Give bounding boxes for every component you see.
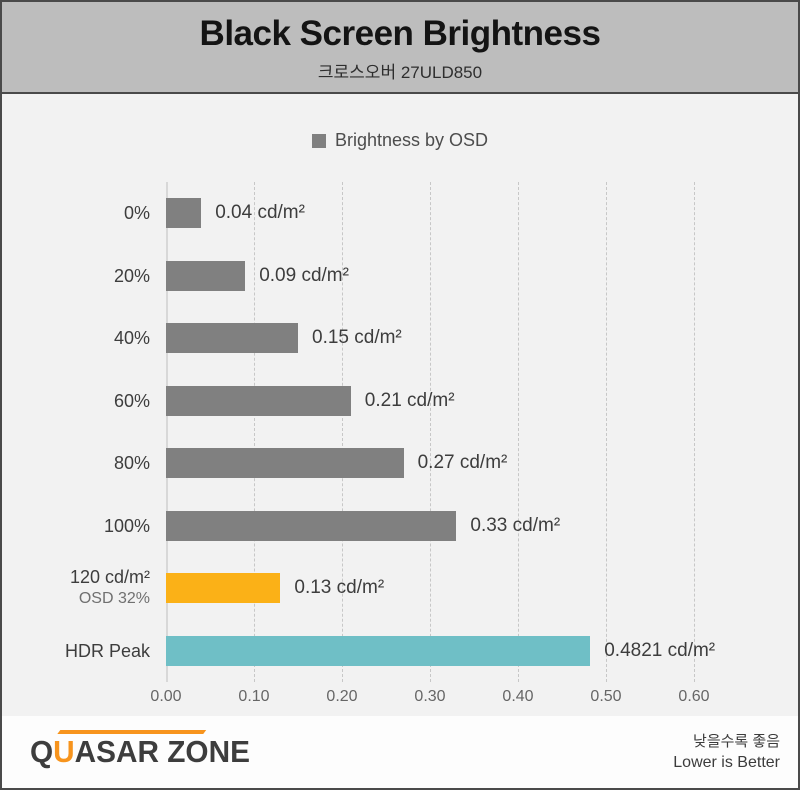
x-tick-label: 0.60 <box>678 688 710 705</box>
x-tick-label: 0.10 <box>238 688 270 705</box>
chart-row: 40% 0.15 cd/m² <box>2 307 798 370</box>
gridline <box>254 182 255 682</box>
legend: Brightness by OSD <box>2 130 798 151</box>
bar-value-label: 0.4821 cd/m² <box>604 639 716 661</box>
note-korean: 낮을수록 좋음 <box>693 733 780 750</box>
legend-label: Brightness by OSD <box>334 130 489 150</box>
bar <box>166 198 202 229</box>
bar-value-label: 0.04 cd/m² <box>215 202 305 224</box>
bar <box>166 448 404 479</box>
bar <box>166 385 351 416</box>
bar-value-label: 0.13 cd/m² <box>294 577 385 599</box>
logo-swoosh-icon <box>57 730 207 734</box>
x-tick-label: 0.40 <box>502 688 534 705</box>
logo-letter-q: Q <box>30 734 54 769</box>
axis-baseline <box>166 182 168 682</box>
category-label: 60% <box>113 390 150 411</box>
chart-row: HDR Peak 0.4821 cd/m² <box>2 620 798 683</box>
category-label: 20% <box>113 265 150 286</box>
bar <box>166 573 281 604</box>
category-label: 120 cd/m² OSD 32% <box>69 567 150 608</box>
note-english: Lower is Better <box>673 754 780 771</box>
footer: QUASAR ZONE 낮을수록 좋음 Lower is Better <box>2 716 798 788</box>
gridline <box>342 182 343 682</box>
bar-rows: 0% 0.04 cd/m² 20% 0.09 cd/m² 40% 0.15 cd/m² 60… <box>2 182 798 682</box>
bar-value-label: 0.09 cd/m² <box>259 264 349 286</box>
chart-title: Black Screen Brightness <box>199 14 601 53</box>
footer-note: 낮을수록 좋음 Lower is Better <box>673 731 780 773</box>
bar <box>166 260 246 291</box>
category-label: 0% <box>123 203 150 224</box>
chart-row: 0% 0.04 cd/m² <box>2 182 798 245</box>
category-label: HDR Peak <box>64 640 150 661</box>
bar <box>166 635 591 666</box>
gridline <box>430 182 431 682</box>
quasarzone-logo: QUASAR ZONE <box>30 730 250 770</box>
chart-subtitle: 크로스오버 27ULD850 <box>317 63 483 82</box>
chart-row: 20% 0.09 cd/m² <box>2 245 798 308</box>
legend-swatch-icon <box>311 133 326 148</box>
chart-header: Black Screen Brightness 크로스오버 27ULD850 <box>2 2 798 94</box>
x-tick-label: 0.00 <box>150 688 182 705</box>
category-label: 40% <box>113 328 150 349</box>
category-label: 100% <box>103 515 150 536</box>
bar-value-label: 0.27 cd/m² <box>417 452 508 474</box>
bar <box>166 510 457 541</box>
category-label: 80% <box>113 453 150 474</box>
bar-chart-plot: 0% 0.04 cd/m² 20% 0.09 cd/m² 40% 0.15 cd/m² 60… <box>2 182 798 682</box>
bar-value-label: 0.21 cd/m² <box>364 389 455 411</box>
bar-value-label: 0.33 cd/m² <box>470 514 561 536</box>
x-axis-ticks: 0.00 0.10 0.20 0.30 0.40 0.50 0.60 <box>2 688 798 710</box>
x-tick-label: 0.30 <box>414 688 446 705</box>
chart-row: 60% 0.21 cd/m² <box>2 370 798 433</box>
gridline <box>694 182 695 682</box>
chart-row: 80% 0.27 cd/m² <box>2 432 798 495</box>
gridline <box>518 182 519 682</box>
bar-value-label: 0.15 cd/m² <box>312 327 402 349</box>
chart-row: 100% 0.33 cd/m² <box>2 495 798 558</box>
logo-letter-u: U <box>53 734 75 769</box>
x-tick-label: 0.20 <box>326 688 358 705</box>
chart-row: 120 cd/m² OSD 32% 0.13 cd/m² <box>2 557 798 620</box>
gridline <box>606 182 607 682</box>
bar <box>166 323 298 354</box>
x-tick-label: 0.50 <box>590 688 622 705</box>
logo-rest: ASAR ZONE <box>74 734 250 769</box>
